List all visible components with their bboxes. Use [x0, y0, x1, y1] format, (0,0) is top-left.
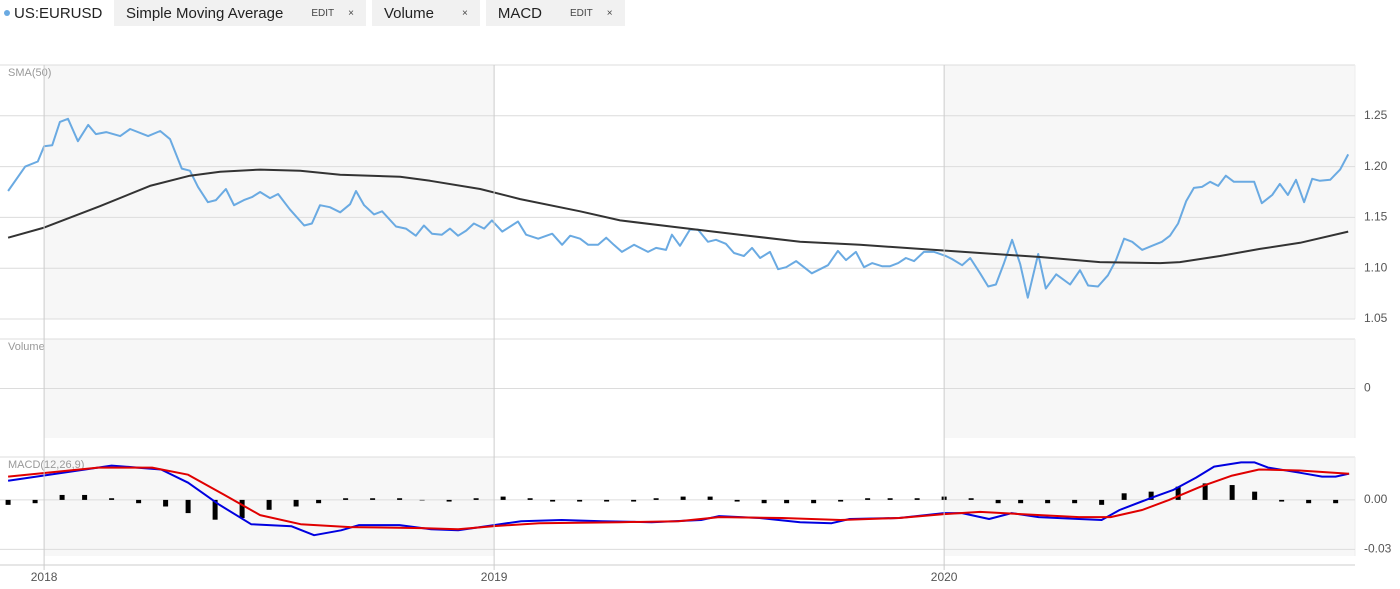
x-tick-label: 2019: [481, 570, 508, 584]
histogram-bar: [734, 499, 740, 502]
y-tick-label: 1.05: [1364, 311, 1388, 325]
histogram-bar: [811, 499, 817, 504]
histogram-bar: [631, 499, 637, 502]
histogram-bar: [968, 498, 974, 500]
histogram-bar: [500, 496, 506, 500]
histogram-bar: [163, 499, 169, 507]
histogram-bar: [1306, 499, 1312, 504]
histogram-bar: [446, 499, 452, 502]
histogram-bar: [995, 499, 1001, 504]
symbol-label[interactable]: US:EURUSD: [4, 5, 114, 22]
tab-action[interactable]: ×: [348, 7, 354, 19]
histogram-bar: [914, 498, 920, 500]
year-band: [44, 65, 495, 319]
histogram-bar: [212, 499, 218, 520]
histogram-bar: [550, 499, 556, 502]
histogram-bar: [109, 498, 115, 500]
histogram-bar: [473, 498, 479, 500]
x-tick-label: 2018: [31, 570, 58, 584]
tab-action[interactable]: EDIT: [311, 7, 335, 19]
tab-action[interactable]: ×: [606, 7, 613, 19]
histogram-bar: [136, 499, 142, 504]
histogram-bar: [761, 499, 767, 504]
histogram-bar: [604, 499, 610, 502]
panel-title: Volume: [8, 341, 45, 353]
histogram-bar: [419, 499, 425, 501]
histogram-bar: [1279, 499, 1285, 502]
y-tick-label: 1.10: [1364, 260, 1388, 274]
series-line: [7, 461, 1350, 537]
histogram-bar: [59, 494, 65, 500]
histogram-bar: [1072, 499, 1078, 504]
y-tick-label: 0.00: [1364, 492, 1388, 506]
tab-label: Simple Moving Average: [126, 4, 284, 22]
histogram-bar: [527, 498, 533, 500]
histogram-bar: [397, 498, 403, 500]
histogram-bar: [1148, 491, 1154, 500]
histogram-bar: [316, 499, 322, 504]
tab-label: MACD: [497, 4, 542, 22]
series-line: [7, 117, 1350, 299]
histogram-bar: [1018, 499, 1024, 504]
histogram-bar: [838, 499, 844, 502]
histogram-bar: [1099, 499, 1105, 505]
indicator-tab[interactable]: Volume ×: [371, 0, 480, 26]
year-band: [944, 65, 1355, 319]
histogram-bar: [293, 499, 299, 507]
histogram-bar: [784, 499, 790, 504]
histogram-bar: [887, 498, 893, 500]
tab-action[interactable]: EDIT: [570, 7, 593, 19]
histogram-bar: [82, 494, 88, 500]
histogram-bar: [653, 498, 659, 500]
histogram-bar: [32, 499, 38, 504]
histogram-bar: [1121, 493, 1127, 500]
histogram-bar: [185, 499, 191, 514]
histogram-bar: [680, 496, 686, 500]
histogram-bar: [1229, 485, 1235, 500]
y-tick-label: 1.15: [1364, 210, 1388, 224]
panel-title: MACD(12,26,9): [8, 459, 84, 471]
histogram-bar: [865, 498, 871, 500]
histogram-bar: [266, 499, 272, 510]
series-line: [8, 466, 1350, 531]
y-tick-label: -0.03: [1364, 542, 1392, 556]
histogram-bar: [1175, 486, 1181, 500]
histogram-bar: [239, 499, 245, 519]
histogram-bar: [1333, 499, 1339, 504]
y-tick-label: 0: [1364, 381, 1371, 395]
histogram-bar: [577, 499, 583, 502]
tab-action[interactable]: ×: [461, 7, 468, 19]
y-tick-label: 1.25: [1364, 108, 1388, 122]
tab-label: Volume: [383, 4, 434, 22]
histogram-bar: [707, 496, 713, 500]
histogram-bar: [5, 499, 11, 505]
histogram-bar: [343, 498, 349, 500]
histogram-bar: [370, 498, 376, 500]
histogram-bar: [1252, 491, 1258, 500]
histogram-bar: [1202, 483, 1208, 500]
y-tick-label: 1.20: [1364, 159, 1388, 173]
x-tick-label: 2020: [931, 570, 958, 584]
toolbar: US:EURUSD Simple Moving Average EDIT × Volum…: [0, 0, 631, 26]
indicator-tab[interactable]: Simple Moving Average EDIT ×: [114, 0, 366, 26]
panel-title: SMA(50): [8, 67, 51, 79]
indicator-tab[interactable]: MACD EDIT ×: [485, 0, 625, 26]
series-line: [7, 168, 1349, 265]
histogram-bar: [1045, 499, 1051, 504]
